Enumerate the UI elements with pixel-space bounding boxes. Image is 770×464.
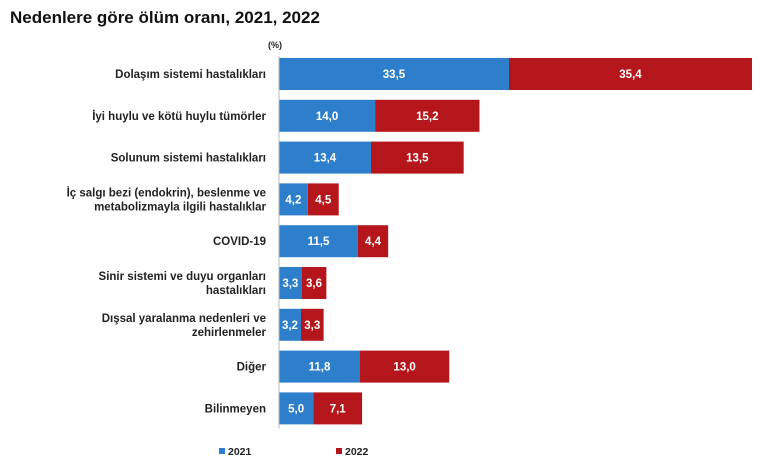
data-label: 5,0 bbox=[288, 403, 304, 415]
category-label: metabolizmayla ilgili hastalıklar bbox=[94, 201, 266, 213]
bar-2022 bbox=[370, 141, 464, 174]
category-label: Dışsal yaralanma nedenleri ve bbox=[102, 313, 266, 325]
data-label: 4,2 bbox=[285, 194, 301, 206]
bar-2021 bbox=[279, 308, 301, 341]
category-label: İyi huylu ve kötü huylu tümörler bbox=[92, 110, 266, 123]
data-label: 4,5 bbox=[315, 194, 332, 206]
category-label: zehirlenmeler bbox=[192, 327, 267, 339]
bar-2021 bbox=[279, 141, 371, 174]
category-label: COVID-19 bbox=[213, 236, 266, 248]
bar-2021 bbox=[279, 58, 509, 90]
category-label: hastalıkları bbox=[206, 285, 266, 297]
category-label: Solunum sistemi hastalıkları bbox=[111, 153, 266, 165]
data-label: 14,0 bbox=[316, 111, 338, 123]
data-label: 15,2 bbox=[416, 111, 438, 123]
chart-title: Nedenlere göre ölüm oranı, 2021, 2022 bbox=[10, 8, 320, 27]
bar-2022 bbox=[375, 99, 480, 132]
data-label: 7,1 bbox=[330, 403, 347, 415]
category-label: İç salgı bezi (endokrin), beslenme ve bbox=[67, 186, 266, 199]
bar-2021 bbox=[279, 392, 314, 425]
bar-2022 bbox=[313, 392, 363, 425]
bar-2021 bbox=[279, 183, 308, 216]
data-label: 13,4 bbox=[314, 153, 337, 165]
bar-2022 bbox=[307, 183, 339, 216]
data-label: 35,4 bbox=[619, 69, 642, 81]
data-label: 3,3 bbox=[304, 320, 320, 332]
data-label: 13,5 bbox=[406, 153, 429, 165]
data-label: 4,4 bbox=[365, 236, 382, 248]
category-label: Bilinmeyen bbox=[205, 403, 266, 415]
bar-2021 bbox=[279, 267, 302, 299]
data-label: 13,0 bbox=[393, 362, 415, 374]
bar-2021 bbox=[279, 225, 358, 258]
data-label: 3,6 bbox=[306, 278, 322, 290]
data-label: 3,3 bbox=[282, 278, 298, 290]
category-label: Sinir sistemi ve duyu organları bbox=[99, 271, 266, 283]
legend-swatch-2021 bbox=[219, 448, 225, 454]
bar-2021 bbox=[279, 350, 361, 383]
legend-label: 2021 bbox=[228, 446, 252, 458]
bar-2022 bbox=[508, 58, 752, 90]
bar-2022 bbox=[300, 308, 324, 341]
legend-label: 2022 bbox=[345, 446, 369, 458]
unit-label: (%) bbox=[268, 40, 282, 50]
bar-2022 bbox=[357, 225, 389, 258]
bar-2021 bbox=[279, 99, 376, 132]
category-label: Dolaşım sistemi hastalıkları bbox=[115, 69, 266, 81]
legend-swatch-2022 bbox=[336, 448, 342, 454]
data-label: 33,5 bbox=[383, 69, 406, 81]
category-label: Diğer bbox=[237, 362, 267, 374]
data-label: 3,2 bbox=[282, 320, 298, 332]
bar-2022 bbox=[301, 267, 327, 299]
bar-2022 bbox=[360, 350, 450, 383]
data-label: 11,8 bbox=[309, 362, 331, 374]
data-label: 11,5 bbox=[308, 236, 330, 248]
